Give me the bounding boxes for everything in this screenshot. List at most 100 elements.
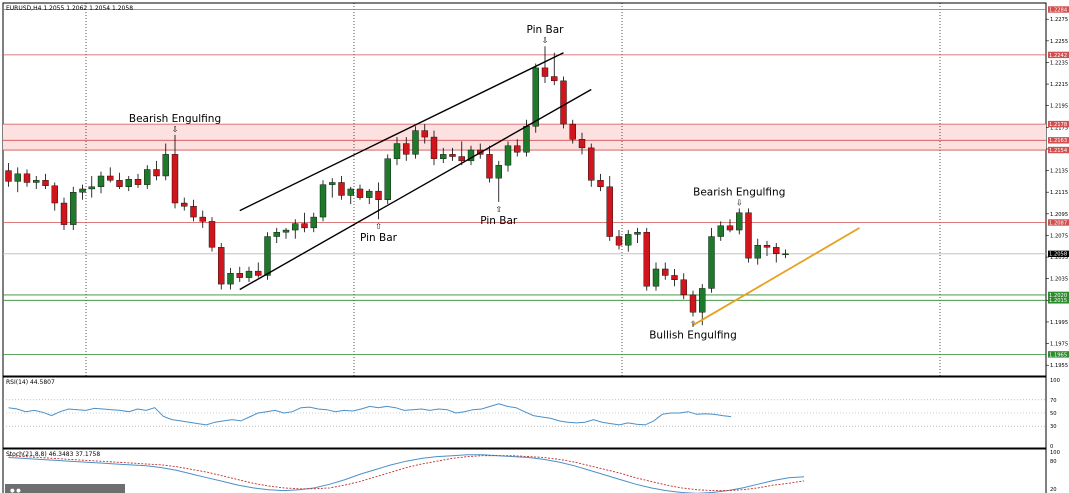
- trend-line: [692, 227, 860, 326]
- price-tick-label: 1.2195: [1050, 104, 1068, 110]
- bear-candle: [588, 147, 595, 181]
- pattern-label: Bearish Engulfing: [693, 186, 785, 198]
- bear-candle: [615, 236, 623, 246]
- bear-candle: [680, 279, 687, 296]
- bear-candle: [153, 169, 160, 177]
- pattern-label: Pin Bar: [480, 215, 518, 227]
- bear-candle: [51, 185, 58, 204]
- price-tick-label: 1.2095: [1050, 212, 1068, 218]
- price-tick-label: 1.2135: [1050, 169, 1068, 175]
- rsi-tick-label: 100: [1050, 378, 1060, 384]
- stoch-header: Stoch(21,8,8) 46.3483 37.1758: [6, 451, 100, 458]
- stoch-tick-label: 20: [1050, 487, 1057, 493]
- bear-candle: [375, 190, 382, 200]
- bear-candle: [449, 154, 456, 157]
- trend-line: [239, 52, 564, 212]
- bear-candle: [338, 182, 345, 196]
- bull-candle: [440, 154, 447, 159]
- bull-candle: [162, 154, 169, 177]
- bear-candle: [190, 206, 197, 218]
- level-price-tag-label: 1.2154: [1049, 148, 1068, 154]
- bull-candle: [310, 216, 317, 229]
- level-price-tag: [1048, 120, 1069, 128]
- bull-candle: [625, 234, 632, 246]
- stoch-panel: [2, 448, 1047, 493]
- bear-candle: [430, 136, 438, 159]
- bear-candle: [116, 180, 123, 187]
- level-price-tag-label: 1.2284: [1049, 7, 1068, 13]
- bull-candle: [292, 223, 299, 231]
- pattern-label: Bullish Engulfing: [649, 330, 737, 342]
- rsi-tick-label: 70: [1050, 398, 1057, 404]
- bull-candle: [88, 186, 95, 190]
- level-price-tag: [1048, 297, 1069, 304]
- bear-candle: [218, 247, 225, 285]
- annotation-arrow: ⇩: [172, 125, 179, 134]
- level-price-tag: [1048, 219, 1069, 226]
- bull-candle: [412, 130, 419, 155]
- bear-candle: [458, 156, 465, 162]
- bull-candle: [264, 236, 271, 276]
- level-price-tag-label: 1.2242: [1049, 53, 1067, 59]
- bull-candle: [347, 188, 354, 196]
- bear-candle: [514, 145, 521, 153]
- bull-candle: [699, 288, 706, 313]
- bull-candle: [634, 232, 641, 235]
- bear-candle: [551, 76, 558, 82]
- stoch-signal-line: [8, 455, 805, 492]
- bear-candle: [403, 143, 410, 155]
- price-tick-label: 1.2175: [1050, 125, 1068, 131]
- pattern-label: Bearish Engulfing: [129, 113, 221, 125]
- bear-candle: [208, 221, 216, 248]
- level-price-tag-label: 1.2163: [1049, 138, 1067, 144]
- bear-candle: [181, 202, 188, 207]
- bear-candle: [42, 180, 49, 186]
- price-tick-label: 1.2235: [1050, 60, 1068, 66]
- bear-candle: [569, 123, 576, 140]
- level-price-tag-label: 1.2178: [1049, 122, 1067, 128]
- level-price-tag: [1048, 146, 1069, 154]
- bear-candle: [560, 80, 567, 125]
- bear-candle: [5, 170, 12, 182]
- rsi-tick-label: 30: [1050, 424, 1057, 430]
- level-price-tag-label: 1.2058: [1049, 252, 1067, 258]
- bear-candle: [486, 154, 493, 179]
- bull-candle: [652, 268, 660, 287]
- annotation-arrow: ⇧: [375, 222, 382, 231]
- bull-candle: [125, 179, 132, 187]
- bear-candle: [763, 244, 771, 248]
- price-tick-label: 1.2115: [1050, 190, 1068, 196]
- price-tick-label: 1.2055: [1050, 255, 1068, 261]
- bull-candle: [33, 180, 40, 183]
- bull-candle: [708, 236, 715, 289]
- trend-line: [239, 88, 592, 291]
- rsi-indicator: 100 70 50 30 0: [3, 378, 1060, 450]
- bull-candle: [282, 229, 290, 233]
- price-tick-label: 1.2035: [1050, 277, 1068, 283]
- level-price-tag: [1048, 250, 1069, 258]
- bear-candle: [301, 223, 308, 229]
- stochastic-indicator: 10080200: [8, 450, 1060, 493]
- rsi-tick-label: 50: [1050, 411, 1057, 417]
- bear-candle: [662, 268, 669, 276]
- stoch-main-line: [8, 454, 805, 493]
- rsi-header: RSI(14) 44.5807: [6, 379, 55, 386]
- annotation-arrow: ⇩: [542, 36, 549, 45]
- bull-candle: [736, 212, 743, 231]
- annotation-arrow: ⇧: [495, 205, 502, 214]
- candles: [5, 46, 789, 326]
- bear-candle: [134, 179, 142, 185]
- pattern-label: Pin Bar: [527, 24, 565, 36]
- price-tick-label: 1.2215: [1050, 82, 1068, 88]
- bull-candle: [97, 175, 105, 187]
- stoch-tick-label: 80: [1050, 459, 1057, 465]
- level-price-tag-label: 1.2015: [1049, 298, 1067, 304]
- annotation-arrow: ⇩: [736, 198, 743, 207]
- bear-candle: [541, 67, 549, 77]
- annotation-arrow: ⇧: [690, 320, 697, 329]
- rsi-panel: [2, 376, 1047, 449]
- price-panel: [2, 2, 1047, 377]
- bull-candle: [782, 253, 789, 256]
- bear-candle: [236, 273, 243, 278]
